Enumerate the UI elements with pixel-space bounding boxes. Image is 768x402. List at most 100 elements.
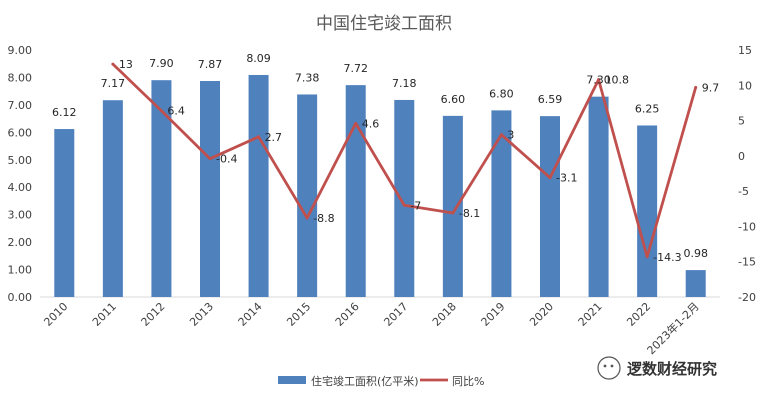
bar-value-label: 8.09 bbox=[246, 52, 271, 65]
y-left-tick-label: 2.00 bbox=[8, 236, 33, 249]
wechat-icon-eye-right bbox=[610, 364, 614, 368]
bar bbox=[200, 81, 220, 297]
y-right-tick-label: 0 bbox=[738, 150, 745, 163]
x-tick-label: 2017 bbox=[381, 300, 410, 329]
line-value-label: 3 bbox=[507, 129, 514, 142]
line-point bbox=[208, 157, 212, 161]
x-tick-label: 2014 bbox=[236, 300, 265, 329]
line-value-label: 10.8 bbox=[605, 74, 630, 87]
wechat-icon-eye-left bbox=[603, 364, 607, 368]
line-value-label: 4.6 bbox=[362, 117, 380, 130]
bar-value-label: 6.12 bbox=[52, 106, 77, 119]
line-point bbox=[354, 121, 358, 125]
line-value-label: 9.7 bbox=[702, 81, 720, 94]
x-tick-label: 2016 bbox=[333, 300, 362, 329]
x-tick-label: 2020 bbox=[527, 300, 556, 329]
line-value-label: -8.8 bbox=[313, 212, 334, 225]
y-right-tick-label: -20 bbox=[738, 291, 756, 304]
x-tick-label: 2013 bbox=[187, 300, 216, 329]
line-point bbox=[645, 255, 649, 259]
line-point bbox=[257, 135, 261, 139]
line-series bbox=[111, 62, 698, 259]
y-left-tick-label: 3.00 bbox=[8, 209, 33, 222]
bar bbox=[102, 100, 123, 298]
bar bbox=[151, 80, 172, 297]
bar-value-label: 6.25 bbox=[635, 102, 660, 115]
legend: 住宅竣工面积(亿平米) 同比% bbox=[278, 374, 484, 388]
legend-swatch-bar bbox=[278, 376, 306, 384]
bar-value-label: 7.18 bbox=[392, 77, 417, 90]
x-tick-label: 2010 bbox=[41, 300, 70, 329]
line-value-label: -7 bbox=[410, 199, 421, 212]
bar-series bbox=[54, 74, 706, 298]
x-tick-label: 2018 bbox=[430, 300, 459, 329]
y-left-tick-label: 8.00 bbox=[8, 71, 33, 84]
line-value-label: -0.4 bbox=[216, 153, 237, 166]
line-point bbox=[305, 216, 309, 220]
chart-title: 中国住宅竣工面积 bbox=[316, 14, 452, 34]
y-right-tick-label: 5 bbox=[738, 115, 745, 128]
y-left-tick-label: 5.00 bbox=[8, 154, 33, 167]
bar bbox=[394, 99, 415, 298]
line-point bbox=[159, 109, 163, 113]
watermark-text: 逻数财经研究 bbox=[627, 360, 717, 378]
x-tick-label: 2023年1-2月 bbox=[644, 299, 702, 357]
watermark: 逻数财经研究 bbox=[597, 356, 717, 380]
x-tick-label: 2019 bbox=[479, 300, 508, 329]
line-value-label: 6.4 bbox=[167, 105, 185, 118]
bar bbox=[442, 115, 463, 297]
y-left-tick-label: 0.00 bbox=[8, 291, 33, 304]
bar bbox=[54, 129, 75, 297]
legend-label-line: 同比% bbox=[452, 375, 484, 388]
x-tick-label: 2015 bbox=[284, 300, 313, 329]
y-left-tick-label: 1.00 bbox=[8, 264, 33, 277]
bar bbox=[297, 94, 318, 298]
bar-value-label: 7.72 bbox=[343, 62, 368, 75]
line-point bbox=[111, 62, 115, 66]
wechat-icon bbox=[597, 356, 621, 380]
line-point bbox=[597, 78, 601, 82]
data-labels: 6.12 7.17 7.90 7.87 8.09 7.38 7.72 7.18 6.60 6.80… bbox=[52, 52, 719, 264]
line-value-label: 2.7 bbox=[265, 131, 283, 144]
bar bbox=[540, 116, 560, 297]
y-right-tick-label: -10 bbox=[738, 220, 756, 233]
bar bbox=[588, 96, 609, 298]
bar-value-label: 7.38 bbox=[295, 71, 320, 84]
bar-value-label: 6.59 bbox=[538, 93, 563, 106]
y-left-tick-label: 9.00 bbox=[8, 44, 33, 57]
bar-value-label: 7.90 bbox=[149, 57, 174, 70]
line-point bbox=[451, 211, 455, 215]
bar bbox=[491, 110, 512, 297]
line-value-label: -3.1 bbox=[556, 172, 577, 185]
legend-label-bar: 住宅竣工面积(亿平米) bbox=[311, 374, 419, 388]
x-tick-label: 2012 bbox=[139, 300, 168, 329]
bar-value-label: 6.60 bbox=[441, 93, 466, 106]
line-value-label: 13 bbox=[119, 58, 133, 71]
line-point bbox=[548, 176, 552, 180]
line-point bbox=[694, 85, 698, 89]
y-left-tick-label: 6.00 bbox=[8, 126, 33, 139]
x-tick-label: 2022 bbox=[624, 300, 653, 329]
line-value-label: -14.3 bbox=[653, 251, 681, 264]
line-point bbox=[499, 133, 503, 137]
bar-value-label: 7.17 bbox=[101, 77, 126, 90]
bar-value-label: 7.30 bbox=[586, 74, 611, 87]
y-right-tick-label: -15 bbox=[738, 256, 756, 269]
y-right-tick-label: 15 bbox=[738, 44, 752, 57]
y-left-tick-label: 4.00 bbox=[8, 181, 33, 194]
x-tick-label: 2021 bbox=[576, 300, 605, 329]
bar bbox=[345, 85, 366, 297]
x-tick-label: 2011 bbox=[90, 300, 119, 329]
y-right-tick-label: -5 bbox=[738, 185, 749, 198]
line-point bbox=[402, 203, 406, 207]
bar bbox=[685, 270, 706, 297]
bar bbox=[248, 74, 269, 297]
bar-value-label: 7.87 bbox=[198, 58, 223, 71]
y-left-tick-label: 7.00 bbox=[8, 99, 33, 112]
y-right-tick-label: 10 bbox=[738, 79, 752, 92]
bar bbox=[637, 125, 658, 297]
bar-value-label: 0.98 bbox=[683, 247, 708, 260]
bar-value-label: 6.80 bbox=[489, 87, 514, 100]
line-value-label: -8.1 bbox=[459, 207, 480, 220]
